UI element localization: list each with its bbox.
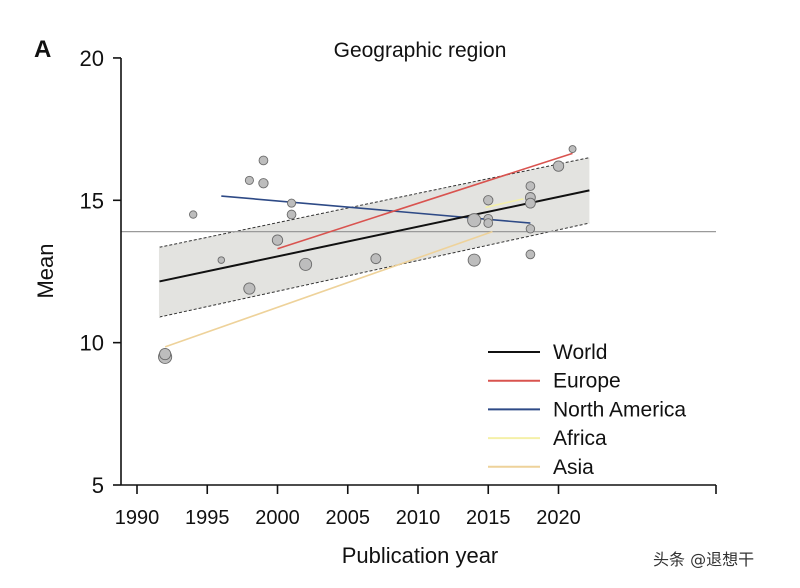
axes: 5 10 15 20 1990 1995 2000 2005 2010 2015 2020 [80,46,717,529]
data-point [299,257,313,271]
data-point [258,178,269,189]
y-tick-label: 10 [80,331,104,356]
data-point [370,253,382,265]
x-tick-label: 2005 [326,507,371,529]
confidence-band [159,157,590,318]
confidence-band-layer [158,157,590,318]
data-point [525,181,536,191]
band-upper-bound [159,157,590,248]
data-point [258,155,269,166]
x-tick-label: 2020 [536,507,581,529]
x-tick-label: 2015 [466,507,511,529]
series-line-asia [164,230,493,348]
legend-label: Asia [553,456,594,479]
panel-label: A [34,36,51,63]
data-point [189,210,198,219]
legend-label: World [553,341,607,364]
x-tick-label: 2000 [255,507,300,529]
y-tick-label: 5 [92,473,104,498]
data-point [483,218,494,228]
chart-title: Geographic region [334,39,507,62]
y-tick-label: 20 [80,46,104,71]
data-point [525,249,536,260]
band-lower-bound [159,222,590,318]
legend-label: North America [553,398,686,421]
y-tick-label: 15 [80,188,104,213]
data-point [483,195,494,206]
data-point [525,224,536,234]
watermark: 头条 @退想干 [653,550,755,569]
x-tick-label: 1995 [185,507,230,529]
data-point [467,253,481,267]
data-point [525,197,536,209]
data-point [217,256,226,264]
data-point [552,160,565,172]
points-layer [158,145,577,364]
data-point [287,198,297,208]
data-point [286,209,297,220]
series-line-world [159,189,590,283]
legend-label: Africa [553,427,607,450]
series-line-africa [485,198,524,209]
series-line-europe [277,152,573,250]
x-tick-label: 2010 [396,507,441,529]
data-point [159,347,172,361]
legend: World Europe North America Africa Asia [488,341,686,479]
x-tick-label: 1990 [115,507,160,529]
x-axis-label: Publication year [342,543,499,568]
data-point [467,213,482,228]
data-point [568,145,577,154]
data-point [243,282,256,295]
data-point [244,175,254,185]
legend-label: Europe [553,370,621,393]
y-axis-label: Mean [33,243,58,298]
data-point [271,234,284,246]
